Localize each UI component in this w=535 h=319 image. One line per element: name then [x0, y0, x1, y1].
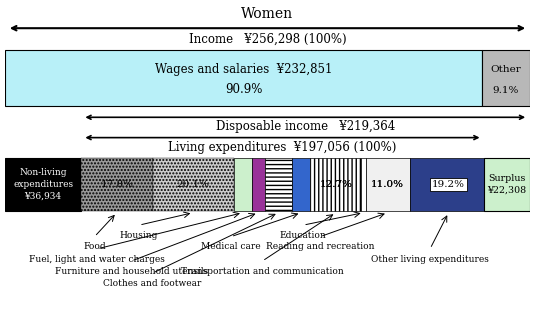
Bar	[410, 158, 487, 211]
Text: Food: Food	[83, 242, 106, 251]
Bar	[5, 158, 81, 211]
Bar	[265, 158, 292, 211]
Text: Education: Education	[280, 231, 326, 240]
Text: 17.8%: 17.8%	[100, 180, 133, 189]
Text: Reading and recreation: Reading and recreation	[266, 242, 374, 251]
Text: Living expenditures  ¥197,056 (100%): Living expenditures ¥197,056 (100%)	[169, 141, 396, 154]
Text: 12.7%: 12.7%	[319, 180, 353, 189]
Bar	[362, 158, 365, 211]
Text: Income   ¥256,298 (100%): Income ¥256,298 (100%)	[189, 33, 346, 46]
Text: Transportation and communication: Transportation and communication	[181, 267, 343, 276]
Text: 20.1%: 20.1%	[177, 180, 210, 189]
Bar	[482, 50, 530, 106]
Bar	[365, 158, 410, 211]
Text: 90.9%: 90.9%	[225, 83, 262, 96]
Text: Furniture and household utensils: Furniture and household utensils	[55, 267, 208, 276]
Text: 11.0%: 11.0%	[371, 180, 404, 189]
Text: 12.7%: 12.7%	[319, 180, 353, 189]
Text: Surplus
¥22,308: Surplus ¥22,308	[487, 174, 526, 195]
Text: Housing: Housing	[120, 231, 158, 240]
Bar	[252, 158, 265, 211]
Bar	[484, 158, 530, 211]
Text: 19.2%: 19.2%	[432, 180, 465, 189]
Text: 9.1%: 9.1%	[493, 86, 519, 95]
Bar	[152, 158, 234, 211]
Text: Disposable income   ¥219,364: Disposable income ¥219,364	[216, 120, 395, 133]
Text: Fuel, light and water charges: Fuel, light and water charges	[29, 255, 165, 263]
Text: 19.2%: 19.2%	[432, 180, 465, 189]
Bar	[5, 50, 482, 106]
Bar	[234, 158, 252, 211]
Text: Wages and salaries  ¥232,851: Wages and salaries ¥232,851	[155, 63, 332, 76]
Text: Clothes and footwear: Clothes and footwear	[103, 279, 201, 288]
Text: Women: Women	[241, 7, 294, 21]
Text: Non-living
expenditures
¥36,934: Non-living expenditures ¥36,934	[13, 168, 73, 201]
Text: Other: Other	[490, 65, 521, 74]
Bar	[292, 158, 310, 211]
Bar	[81, 158, 152, 211]
Text: Medical care: Medical care	[201, 242, 261, 251]
Text: 11.0%: 11.0%	[371, 180, 404, 189]
Text: Other living expenditures: Other living expenditures	[371, 255, 489, 263]
Bar	[310, 158, 362, 211]
